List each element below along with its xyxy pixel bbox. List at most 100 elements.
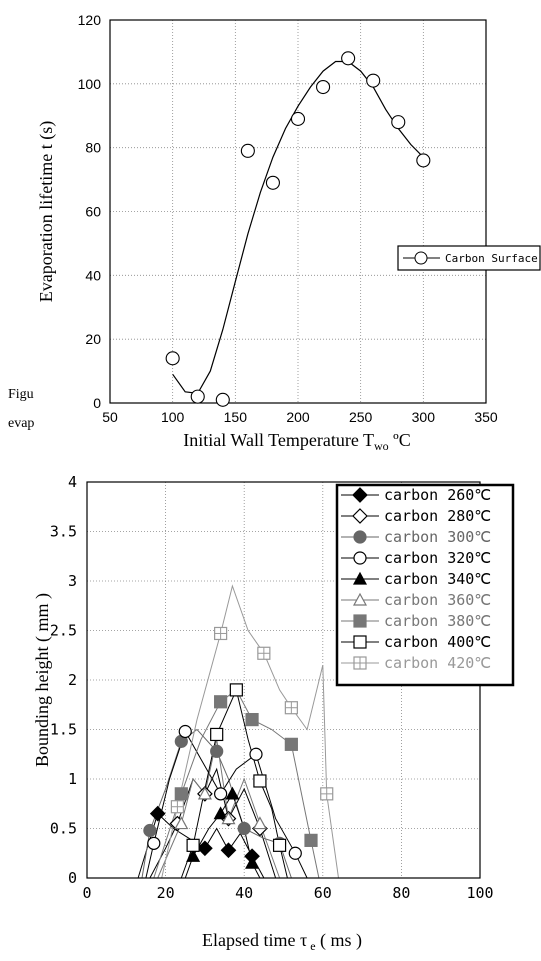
legend-marker bbox=[352, 508, 368, 524]
data-point bbox=[186, 838, 200, 852]
legend-marker bbox=[353, 551, 367, 565]
data-point bbox=[214, 787, 228, 801]
data-point bbox=[249, 747, 263, 761]
x-axis-label: Elapsed time τ e ( ms ) bbox=[202, 930, 362, 953]
x-tick-label: 100 bbox=[466, 884, 493, 902]
x-tick-label: 0 bbox=[82, 884, 91, 902]
data-point bbox=[320, 787, 334, 801]
data-point bbox=[252, 816, 267, 830]
data-point bbox=[197, 840, 213, 857]
data-point bbox=[210, 727, 224, 742]
data-point bbox=[290, 111, 306, 126]
legend-label: carbon 260℃ bbox=[384, 486, 491, 504]
y-tick-label: 2 bbox=[68, 671, 77, 689]
y-tick-label: 1.5 bbox=[50, 721, 77, 739]
data-point bbox=[149, 805, 166, 822]
data-point bbox=[197, 786, 212, 800]
legend-marker bbox=[353, 635, 367, 649]
legend-label: carbon 320℃ bbox=[384, 549, 491, 567]
x-tick-label: 350 bbox=[474, 409, 498, 425]
legend-label: carbon 380℃ bbox=[384, 612, 491, 630]
data-point bbox=[147, 836, 161, 850]
x-tick-label: 60 bbox=[314, 884, 332, 902]
y-axis-label: Bounding height ( mm ) bbox=[32, 593, 53, 767]
data-point bbox=[174, 787, 188, 801]
series-trace bbox=[153, 689, 320, 879]
y-tick-label: 0.5 bbox=[50, 820, 77, 838]
y-tick-label: 1 bbox=[68, 770, 77, 788]
legend-marker bbox=[352, 592, 368, 606]
data-point bbox=[257, 646, 271, 660]
y-tick-label: 0 bbox=[68, 869, 77, 887]
data-point bbox=[253, 774, 267, 788]
data-point bbox=[272, 838, 287, 852]
data-point bbox=[316, 79, 331, 95]
legend-marker bbox=[353, 614, 367, 628]
data-point bbox=[214, 626, 228, 641]
y-tick-label: 100 bbox=[78, 76, 102, 92]
legend-marker bbox=[352, 487, 368, 503]
legend-box bbox=[335, 483, 515, 687]
legend-label: carbon 280℃ bbox=[384, 507, 491, 525]
series-trace bbox=[137, 812, 265, 879]
caption-fragment-2: evap bbox=[8, 416, 34, 431]
x-tick-label: 50 bbox=[102, 409, 118, 425]
data-point bbox=[240, 143, 255, 158]
legend-label: carbon 300℃ bbox=[384, 528, 491, 546]
data-point bbox=[225, 786, 240, 800]
bounding-height-chart: 0 20 40 60 80 100 0 0.5 1 1.5 2 2.5 3 3.5 4 carbon 260℃… bbox=[32, 473, 515, 953]
legend-label: Carbon Surface bbox=[445, 252, 538, 265]
data-point bbox=[284, 737, 298, 751]
legend-label: carbon 360℃ bbox=[384, 591, 491, 609]
data-point bbox=[220, 842, 237, 859]
y-tick-label: 40 bbox=[85, 267, 101, 283]
y-tick-label: 3 bbox=[68, 572, 77, 590]
legend-label: carbon 340℃ bbox=[384, 570, 491, 588]
data-point bbox=[416, 153, 431, 168]
y-tick-label: 4 bbox=[68, 473, 77, 491]
y-axis-label: Evaporation lifetime t (s) bbox=[36, 121, 57, 302]
legend: Carbon Surface bbox=[397, 245, 541, 271]
data-point bbox=[174, 816, 189, 830]
data-point bbox=[213, 806, 228, 820]
legend-marker bbox=[414, 251, 428, 265]
legend-marker bbox=[353, 530, 367, 544]
x-axis-label: Initial Wall Temperature Two ºC bbox=[183, 430, 411, 453]
data-point bbox=[143, 823, 157, 838]
plot-frame bbox=[109, 19, 487, 404]
data-point bbox=[229, 683, 243, 697]
data-point bbox=[265, 175, 280, 190]
x-tick-label: 40 bbox=[235, 884, 253, 902]
data-point bbox=[366, 73, 381, 88]
data-point bbox=[245, 855, 260, 869]
caption-fragment-1: Figu bbox=[8, 387, 34, 402]
data-point bbox=[221, 811, 236, 825]
x-tick-label: 150 bbox=[224, 409, 248, 425]
y-tick-label: 0 bbox=[93, 395, 101, 411]
data-point bbox=[288, 846, 302, 860]
legend-label: carbon 420℃ bbox=[384, 654, 491, 672]
x-tick-label: 200 bbox=[286, 409, 310, 425]
data-point bbox=[210, 744, 224, 758]
x-tick-label: 300 bbox=[412, 409, 436, 425]
series-trace bbox=[149, 767, 277, 879]
data-point bbox=[165, 351, 180, 366]
x-tick-label: 80 bbox=[392, 884, 410, 902]
y-tick-label: 120 bbox=[78, 12, 102, 28]
data-point bbox=[215, 392, 230, 407]
evaporation-lifetime-chart: 50 100 150 200 250 300 350 0 20 40 60 80 100 120 Carbo… bbox=[36, 12, 541, 453]
data-point bbox=[237, 821, 251, 836]
legend: carbon 260℃ carbon 280℃ carbon 300℃ carbon … bbox=[335, 483, 515, 687]
data-point bbox=[178, 724, 192, 739]
data-point bbox=[245, 712, 259, 727]
legend-label: carbon 400℃ bbox=[384, 633, 491, 651]
x-tick-label: 100 bbox=[161, 409, 185, 425]
data-point bbox=[391, 115, 406, 130]
series-trace bbox=[180, 688, 288, 879]
data-point bbox=[284, 701, 298, 715]
data-point bbox=[341, 51, 356, 66]
y-tick-label: 80 bbox=[85, 140, 101, 156]
y-tick-label: 2.5 bbox=[50, 622, 77, 640]
x-tick-label: 250 bbox=[349, 409, 373, 425]
